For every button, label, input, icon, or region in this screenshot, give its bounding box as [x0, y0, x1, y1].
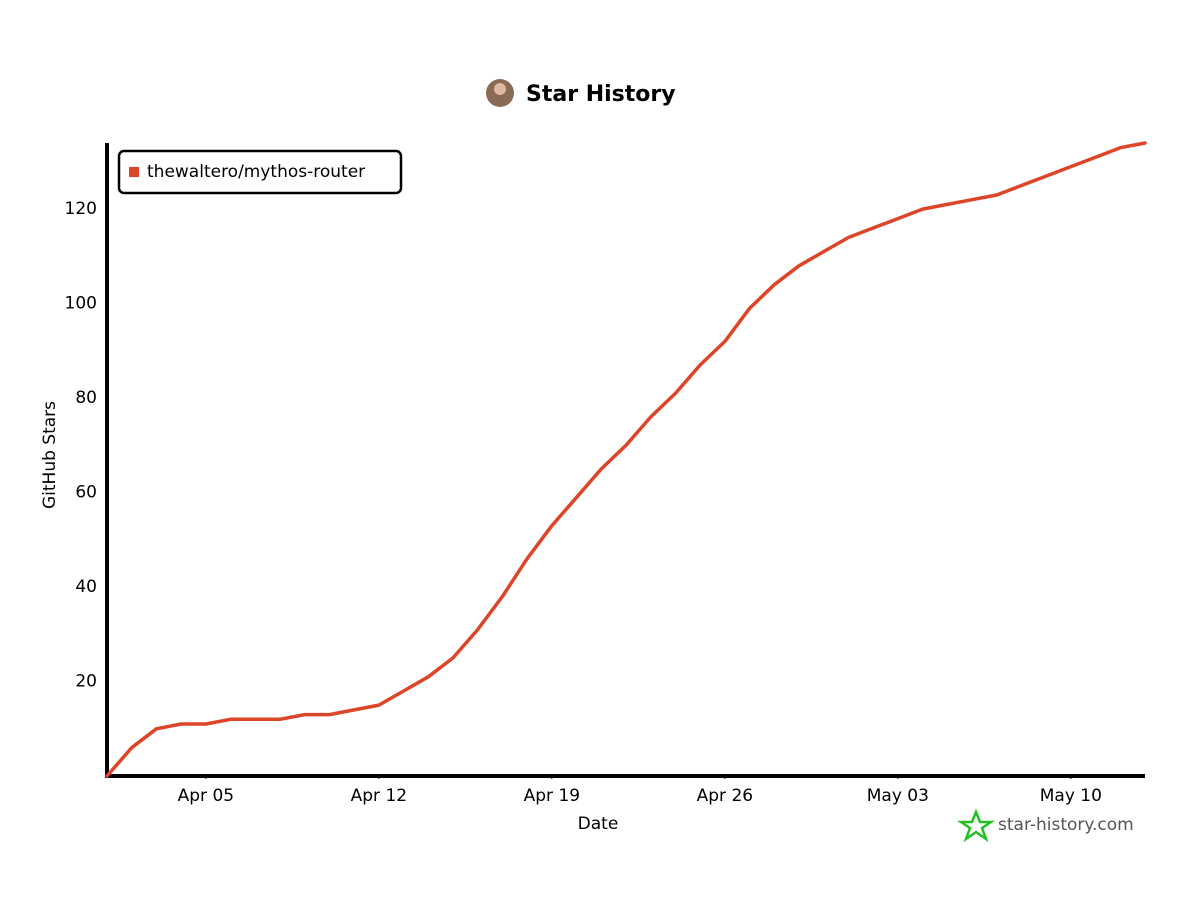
y-tick-label: 100 — [65, 294, 97, 314]
y-tick-label: 120 — [65, 199, 97, 219]
x-tick-label: Apr 26 — [697, 786, 753, 806]
series-line — [105, 141, 1147, 778]
x-tick-label: May 10 — [1040, 786, 1102, 806]
x-tick-label: Apr 05 — [178, 786, 234, 806]
x-tick-label: May 03 — [867, 786, 929, 806]
legend-box — [117, 149, 403, 195]
chart-title: Star History — [526, 82, 676, 107]
watermark: star-history.com — [998, 815, 1134, 835]
logo — [956, 808, 996, 843]
x-axis-label: Date — [578, 814, 619, 834]
legend-swatch — [129, 167, 139, 177]
y-tick-label: 80 — [75, 388, 97, 408]
x-tick-label: Apr 12 — [351, 786, 407, 806]
y-tick-label: 40 — [75, 577, 97, 597]
y-tick-label: 20 — [75, 672, 97, 692]
legend-label: thewaltero/mythos-router — [147, 162, 365, 182]
avatar-face — [494, 83, 506, 95]
y-tick-label: 60 — [75, 483, 97, 503]
y-axis-label: GitHub Stars — [40, 401, 60, 509]
x-tick-label: Apr 19 — [524, 786, 580, 806]
